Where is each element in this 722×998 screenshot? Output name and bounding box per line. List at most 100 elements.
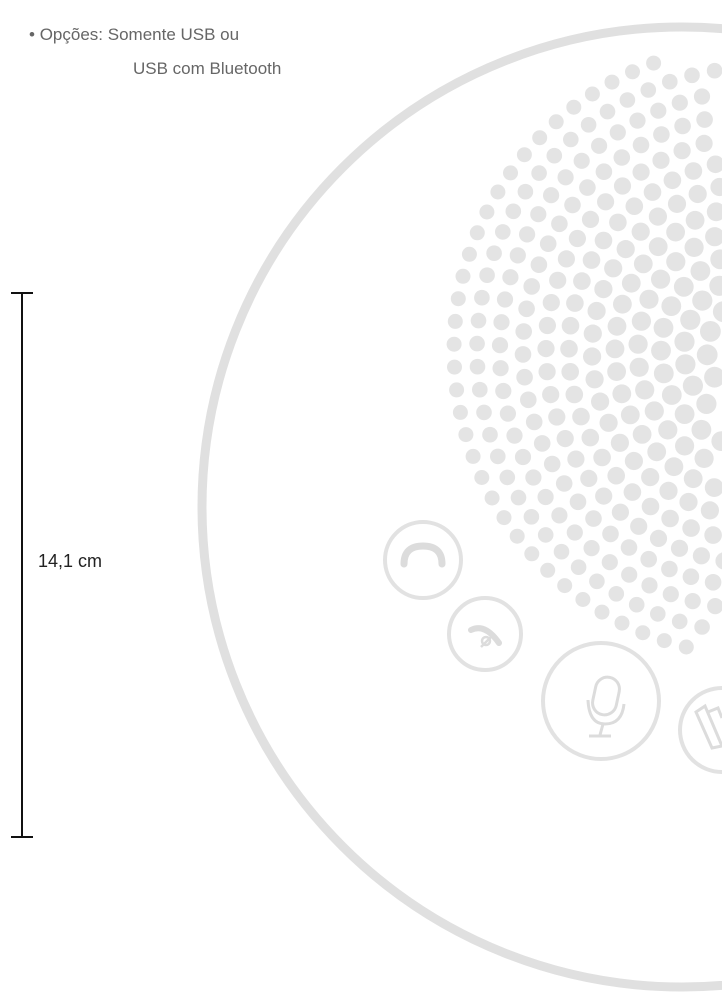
grille-dot [579, 179, 596, 196]
grille-dot [646, 55, 662, 71]
grille-dot [666, 252, 686, 272]
grille-dot [656, 633, 672, 649]
grille-dot [516, 147, 532, 163]
grille-dot [684, 67, 700, 84]
grille-dot [537, 340, 555, 358]
grille-dot [658, 420, 678, 440]
grille-dot [525, 413, 543, 431]
grille-dot [583, 347, 602, 366]
grille-dot [659, 481, 678, 500]
grille-dot [542, 294, 560, 312]
grille-dot [711, 431, 722, 451]
grille-dot [523, 509, 540, 525]
hangup-button[interactable] [447, 596, 523, 672]
grille-dot [540, 562, 556, 578]
grille-dot [635, 625, 651, 641]
grille-dot [532, 130, 548, 146]
grille-dot [696, 344, 718, 366]
grille-dot [557, 250, 576, 268]
grille-dot [458, 427, 474, 443]
grille-dot [613, 177, 632, 195]
grille-dot [595, 163, 613, 180]
grille-dot [625, 197, 644, 215]
mute-button[interactable] [541, 641, 661, 761]
grille-dot [662, 73, 678, 90]
grille-dot [620, 405, 640, 425]
grille-dot [556, 430, 574, 448]
grille-dot [682, 568, 700, 585]
grille-dot [537, 488, 554, 506]
grille-dot [567, 450, 585, 468]
grille-dot [680, 309, 701, 330]
grille-dot [495, 224, 511, 240]
grille-dot [609, 124, 626, 141]
grille-dot [604, 259, 623, 278]
grille-dot [675, 436, 695, 456]
volume-button[interactable] [678, 686, 722, 774]
grille-dot [523, 278, 540, 295]
grille-dot [566, 99, 582, 115]
grille-dot [661, 509, 679, 528]
option-usb-only: Somente USB ou [107, 25, 240, 44]
grille-dot [629, 112, 646, 129]
grille-dot [631, 311, 652, 331]
grille-dot [628, 334, 648, 354]
grille-dot [563, 131, 579, 148]
grille-dot [505, 203, 522, 220]
microphone-icon [586, 675, 626, 738]
grille-dot [474, 289, 490, 306]
grille-dot [601, 554, 618, 571]
grille-dot [452, 404, 468, 420]
grille-dot [568, 229, 587, 248]
grille-dot [565, 385, 584, 404]
grille-dot [639, 289, 659, 309]
grille-dot [490, 184, 506, 200]
grille-dot [650, 102, 667, 119]
grille-dot [693, 88, 711, 105]
grille-dot [450, 291, 466, 307]
grille-dot [580, 469, 598, 487]
grille-dot [661, 296, 682, 316]
grille-dot [584, 86, 600, 102]
grille-dot [624, 451, 644, 471]
grille-dot [566, 294, 584, 312]
dimension-value: 14,1 cm [38, 551, 103, 571]
answer-button[interactable] [383, 520, 463, 600]
grille-dot [661, 385, 682, 405]
grille-dot [538, 316, 557, 335]
grille-dot [650, 606, 666, 622]
grille-dot [710, 249, 722, 270]
grille-dot [671, 94, 688, 111]
grille-dot [447, 359, 462, 375]
grille-dot [695, 134, 713, 152]
grille-dot [594, 604, 610, 620]
grille-dot [641, 468, 660, 487]
grille-dot [503, 165, 518, 181]
grille-dot [472, 381, 488, 398]
grille-dot [670, 539, 689, 557]
grille-dot [632, 425, 652, 444]
grille-dot [621, 566, 638, 583]
grille-dot [585, 370, 604, 389]
grille-dot [696, 393, 717, 414]
grille-dot [570, 559, 587, 575]
grille-dot [533, 435, 551, 452]
grille-dot [551, 507, 568, 524]
grille-dot [613, 294, 632, 314]
grille-dot [566, 524, 583, 541]
grille-dot [673, 276, 694, 297]
grille-dot [709, 275, 722, 296]
grille-dot [561, 363, 579, 381]
grille-dot [572, 407, 590, 426]
grille-dot [692, 547, 711, 565]
option-usb-bluetooth: USB com Bluetooth [133, 59, 282, 78]
grille-dot [632, 163, 650, 181]
grille-dot [641, 577, 658, 594]
grille-dot [499, 469, 516, 486]
grille-dot [589, 573, 605, 590]
grille-dot [510, 489, 527, 506]
grille-dot [666, 222, 685, 242]
grille-dot [597, 193, 615, 211]
grille-dot [516, 368, 533, 386]
